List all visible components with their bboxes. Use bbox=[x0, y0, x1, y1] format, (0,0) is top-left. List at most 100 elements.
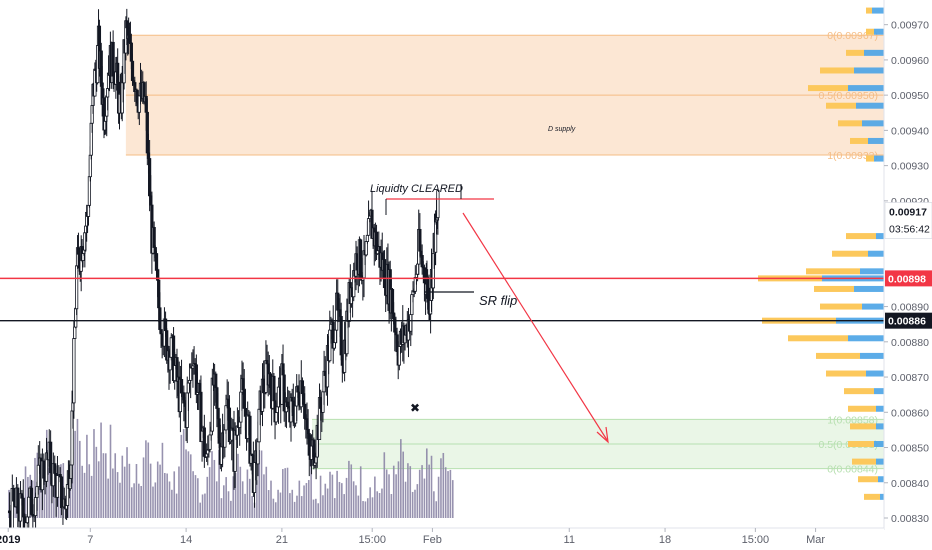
profile-bar-down bbox=[856, 102, 884, 109]
volume-bar bbox=[232, 476, 235, 518]
price-tick-label: 0.00970 bbox=[891, 20, 929, 32]
volume-bar bbox=[303, 485, 305, 518]
profile-bar-down bbox=[874, 28, 884, 35]
profile-bar-up bbox=[864, 493, 880, 500]
candle-body bbox=[55, 475, 60, 498]
volume-bar bbox=[83, 472, 86, 518]
volume-bar bbox=[374, 476, 376, 518]
volume-bar bbox=[291, 489, 294, 518]
candle-body bbox=[25, 516, 29, 524]
price-axis[interactable]: 0.00970 0.00960 0.00950 0.00940 0.00930 0.009… bbox=[883, 0, 932, 530]
candle-body bbox=[214, 373, 218, 389]
volume-bar bbox=[48, 467, 50, 518]
last-price-badge bbox=[884, 202, 932, 239]
sr-flip-label: SR flip bbox=[479, 293, 517, 308]
price-axis-bg bbox=[884, 0, 932, 530]
volume-bar bbox=[189, 454, 192, 518]
profile-bar-up bbox=[826, 102, 856, 109]
profile-bar-up bbox=[846, 233, 876, 240]
volume-bar bbox=[71, 451, 74, 518]
volume-bar bbox=[79, 440, 81, 518]
volume-bar bbox=[284, 468, 286, 518]
time-tick-label: 14 bbox=[180, 534, 192, 546]
volume-bar bbox=[312, 499, 315, 518]
profile-bar-up bbox=[814, 285, 854, 292]
profile-bar-up bbox=[850, 423, 876, 430]
candle-body bbox=[29, 487, 34, 515]
candle-body bbox=[20, 493, 24, 499]
profile-bar-down bbox=[874, 441, 884, 447]
zones-layer: 0(0.00967) 0.5(0.00950) 1(0.00933) 1(0.0085… bbox=[125, 30, 885, 476]
volume-bar bbox=[338, 481, 341, 518]
price-badges: 0.00917 03:56:42 0.00898 0.00886 bbox=[884, 202, 932, 329]
price-tick-label: 0.00960 bbox=[891, 55, 929, 67]
volume-bar bbox=[43, 461, 46, 518]
volume-bar bbox=[97, 461, 100, 518]
volume-bar bbox=[104, 453, 107, 518]
profile-bar-up bbox=[844, 388, 874, 395]
profile-bar-up bbox=[848, 441, 874, 447]
volume-bar bbox=[130, 487, 133, 518]
volume-bar bbox=[69, 477, 72, 518]
volume-bar bbox=[400, 439, 402, 518]
volume-bar bbox=[147, 442, 150, 518]
volume-bar bbox=[241, 481, 244, 518]
volume-bar bbox=[324, 483, 327, 518]
candle-body bbox=[365, 234, 370, 242]
price-tick-label: 0.00880 bbox=[891, 337, 929, 349]
profile-bar-down bbox=[860, 268, 884, 275]
volume-bar bbox=[418, 469, 421, 518]
profile-bar-up bbox=[852, 458, 876, 465]
volume-bar bbox=[385, 469, 388, 518]
volume-bar bbox=[220, 498, 223, 518]
volume-bar bbox=[331, 474, 334, 518]
volume-bar bbox=[409, 466, 412, 518]
profile-bar-up bbox=[858, 476, 878, 483]
price-tick-label: 0.00860 bbox=[891, 407, 929, 419]
profile-bar-down bbox=[854, 285, 884, 292]
volume-bar bbox=[265, 466, 268, 518]
volume-bar bbox=[428, 464, 430, 518]
volume-bar bbox=[152, 486, 154, 518]
profile-bar-down bbox=[848, 335, 884, 342]
candle-body bbox=[59, 476, 64, 509]
volume-bar bbox=[371, 497, 374, 518]
volume-bar bbox=[341, 483, 343, 518]
profile-bar-down bbox=[876, 458, 884, 465]
volume-bar bbox=[435, 501, 438, 518]
supply-fib-label: 0.5(0.00950) bbox=[818, 90, 878, 102]
volume-bar bbox=[102, 453, 105, 518]
profile-bar-up bbox=[866, 7, 872, 14]
profile-bar-up bbox=[826, 370, 866, 377]
time-tick-label: 2019 bbox=[0, 534, 20, 546]
volume-bar bbox=[272, 498, 275, 518]
horizontal-lines[interactable] bbox=[0, 277, 884, 322]
countdown-label: 03:56:42 bbox=[889, 223, 930, 235]
volume-bar bbox=[289, 493, 291, 518]
volume-bar bbox=[388, 474, 390, 518]
volume-bar bbox=[173, 471, 176, 518]
profile-bar-down bbox=[874, 388, 884, 395]
supply-fib-label: 1(0.00933) bbox=[827, 150, 878, 162]
volume-bar bbox=[352, 481, 355, 518]
volume-bar bbox=[171, 489, 173, 518]
demand-fib-label: 1(0.00858) bbox=[827, 414, 878, 426]
candle-body bbox=[224, 405, 228, 431]
volume-bar bbox=[234, 472, 237, 518]
level-price-badge bbox=[885, 270, 932, 287]
volume-bar bbox=[227, 491, 230, 518]
volume-bar bbox=[201, 494, 204, 518]
price-tick-label: 0.00870 bbox=[891, 372, 929, 384]
volume-bar bbox=[168, 481, 171, 518]
liquidity-cleared-label: Liquidty CLEARED bbox=[370, 183, 463, 195]
volume-bar bbox=[180, 434, 183, 518]
time-tick-label: 18 bbox=[659, 534, 671, 546]
time-axis[interactable]: 2019 7 14 21 15:00 Feb 11 18 15:00 Mar bbox=[0, 527, 884, 550]
volume-bar bbox=[366, 498, 369, 518]
volume-bar bbox=[208, 467, 211, 518]
candle-body bbox=[27, 496, 31, 518]
projection-arrow[interactable] bbox=[462, 212, 608, 441]
time-tick-label: 15:00 bbox=[742, 534, 770, 546]
volume-bar bbox=[166, 473, 168, 518]
